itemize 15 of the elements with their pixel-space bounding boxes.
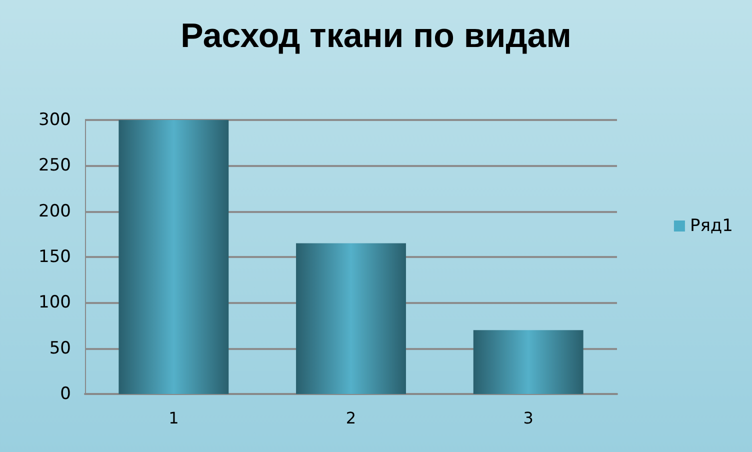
y-tick-label: 250 bbox=[38, 156, 71, 176]
x-tick-label: 1 bbox=[168, 408, 179, 428]
bar bbox=[118, 120, 229, 394]
x-tick-label: 3 bbox=[523, 408, 534, 428]
y-tick-label: 150 bbox=[38, 247, 71, 267]
bar bbox=[473, 330, 584, 394]
y-tick-label: 100 bbox=[38, 292, 71, 313]
chart-title: Расход ткани по видам bbox=[180, 17, 572, 55]
legend-label: Ряд1 bbox=[690, 216, 734, 236]
y-tick-label: 200 bbox=[38, 201, 71, 222]
y-tick-label: 50 bbox=[49, 338, 71, 358]
bar bbox=[296, 243, 406, 394]
y-tick-label: 0 bbox=[60, 384, 71, 404]
x-tick-label: 2 bbox=[346, 408, 356, 428]
y-tick-label: 300 bbox=[38, 110, 71, 130]
